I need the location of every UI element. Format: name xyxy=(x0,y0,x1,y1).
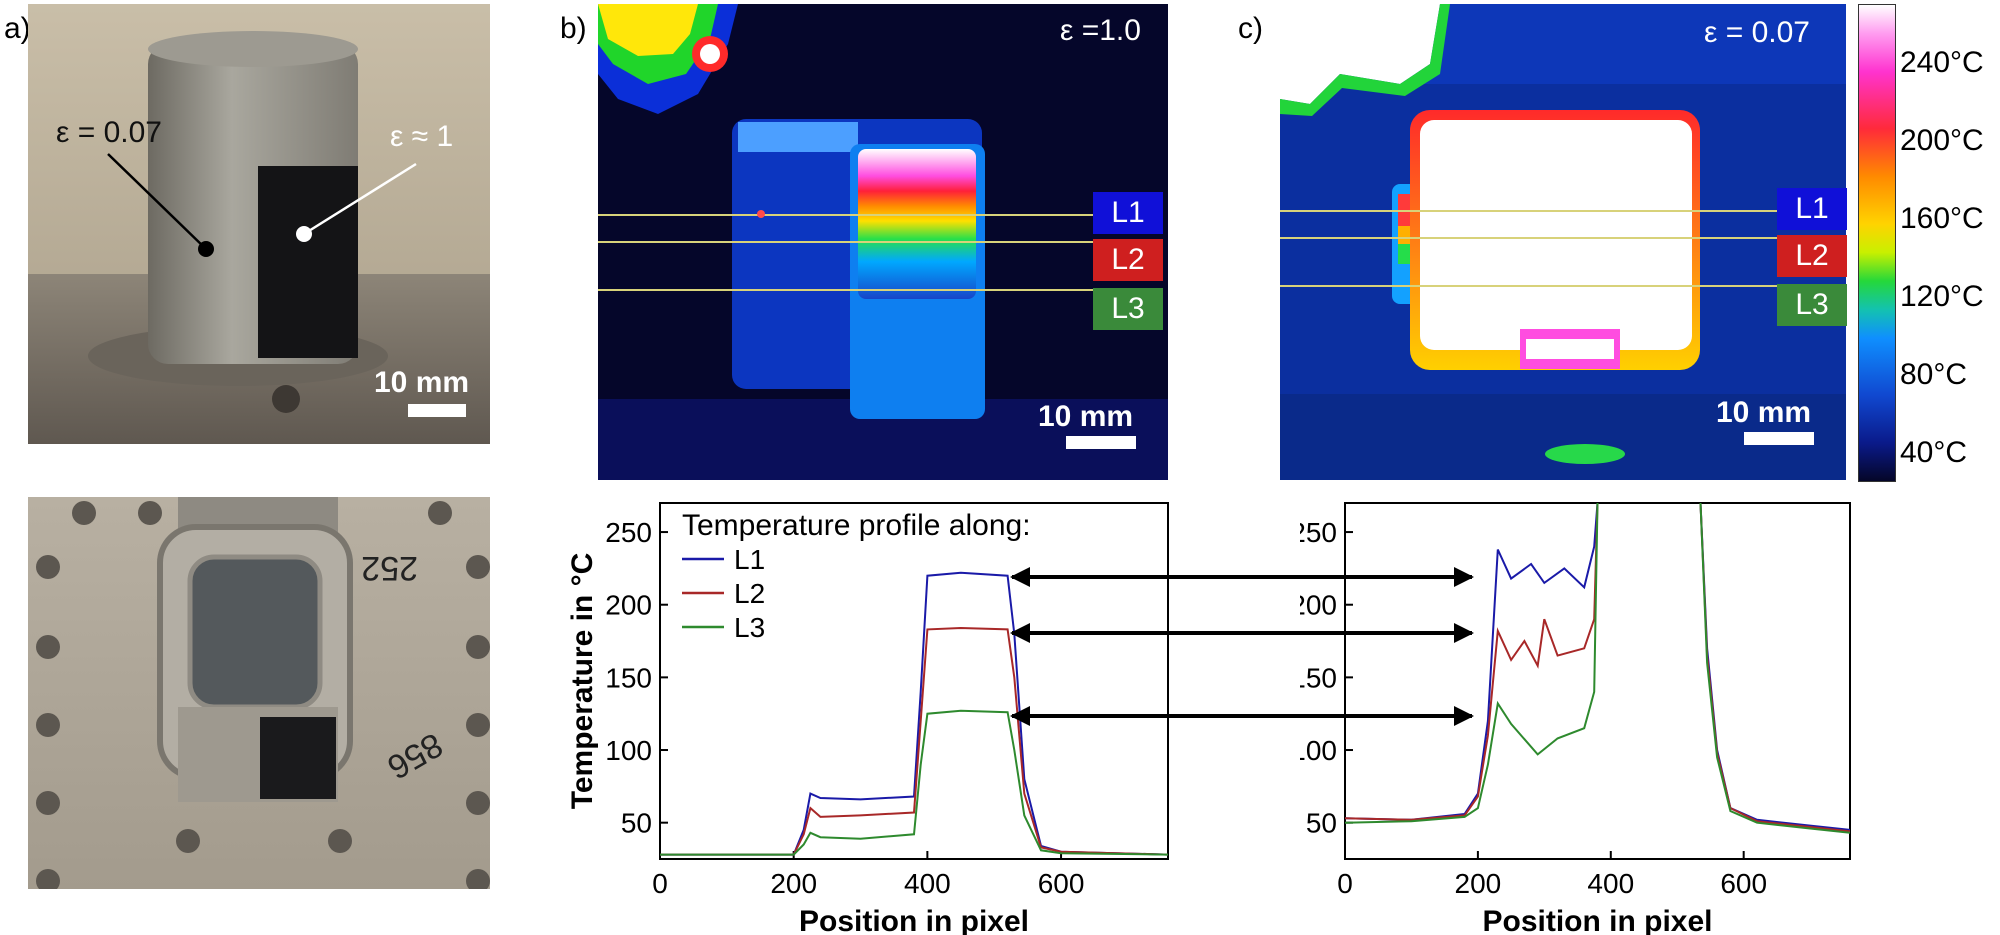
photo-scale-bar xyxy=(408,404,466,417)
pointer-high-dot xyxy=(296,226,312,242)
profile-line-l2-c xyxy=(1280,237,1777,239)
thermogram-c-image xyxy=(1280,4,1846,480)
profile-line-l1-b xyxy=(598,214,1093,216)
y-tick-label: 100 xyxy=(605,735,652,766)
photo-side-view: ε = 0.07 ε ≈ 1 10 mm xyxy=(28,4,490,444)
thermo-b-scale-bar xyxy=(1066,436,1136,449)
x-tick-label: 200 xyxy=(1455,868,1502,899)
badge-l1-b: L1 xyxy=(1093,192,1163,234)
colorbar-tick-160: 160°C xyxy=(1900,202,1984,235)
legend-label-l1: L1 xyxy=(734,544,765,575)
x-axis-label: Position in pixel xyxy=(799,905,1029,935)
profile-line-l3-b xyxy=(598,289,1093,291)
thermo-c-scale-bar xyxy=(1744,432,1814,445)
x-tick-label: 400 xyxy=(904,868,951,899)
thermo-b-emissivity: ε =1.0 xyxy=(1060,14,1141,47)
series-line-l2 xyxy=(1345,503,1599,821)
photo-scale-label: 10 mm xyxy=(374,366,470,399)
plot-frame xyxy=(659,502,1169,860)
colorbar-tick-120: 120°C xyxy=(1900,280,1984,313)
thermo-b-scale-label: 10 mm xyxy=(1038,400,1134,433)
photo-top-view: 252 856 xyxy=(28,497,490,889)
colorbar-tick-40: 40°C xyxy=(1900,436,1968,469)
colorbar-tick-80: 80°C xyxy=(1900,358,1968,391)
pointer-high-line xyxy=(303,162,417,236)
thermogram-emissivity-007: ε = 0.07 10 mm xyxy=(1280,4,1846,480)
annotation-pointers xyxy=(107,153,417,257)
colorbar-tick-240: 240°C xyxy=(1900,46,1984,79)
y-axis-label: Temperature in °C xyxy=(566,553,599,810)
profile-line-l2-b xyxy=(598,241,1093,243)
y-tick-label: 100 xyxy=(1300,735,1337,766)
profile-line-l1-c xyxy=(1280,210,1777,212)
y-tick-label: 200 xyxy=(1300,590,1337,621)
colorbar-tick-200: 200°C xyxy=(1900,124,1984,157)
series-line-l3 xyxy=(1345,503,1599,824)
x-tick-label: 0 xyxy=(1337,868,1353,899)
emissivity-high-label: ε ≈ 1 xyxy=(390,120,454,153)
pointer-low-line xyxy=(107,153,207,250)
series-line-l1 xyxy=(660,571,1168,856)
y-tick-label: 50 xyxy=(1306,808,1337,839)
x-tick-label: 600 xyxy=(1038,868,1085,899)
y-tick-label: 200 xyxy=(605,590,652,621)
x-tick-label: 400 xyxy=(1587,868,1634,899)
thermo-c-scale-label: 10 mm xyxy=(1716,396,1812,429)
panel-label-a: a) xyxy=(4,12,31,45)
badge-l3-c: L3 xyxy=(1777,284,1847,326)
colorbar xyxy=(1858,4,1896,482)
badge-l2-b: L2 xyxy=(1093,239,1163,281)
panel-label-c: c) xyxy=(1238,12,1263,45)
hot-pixel-marker xyxy=(757,210,765,218)
series-line-l3 xyxy=(660,709,1168,856)
badge-l2-c: L2 xyxy=(1777,235,1847,277)
profile-line-l3-c xyxy=(1280,285,1777,287)
y-tick-label: 250 xyxy=(605,517,652,548)
pointer-low-dot xyxy=(198,241,214,257)
x-tick-label: 200 xyxy=(770,868,817,899)
svg-text:252: 252 xyxy=(361,549,418,587)
panel-label-b: b) xyxy=(560,12,587,45)
photo-top-image: 252 856 xyxy=(28,497,490,889)
temperature-profile-chart-c: 0 200 400 600 50 100 150 200 250 Position in pixe… xyxy=(1300,502,1851,935)
x-tick-label: 0 xyxy=(652,868,668,899)
y-tick-label: 50 xyxy=(621,808,652,839)
x-tick-label: 600 xyxy=(1720,868,1767,899)
series-line-l2 xyxy=(660,626,1168,856)
series-line-l3-right xyxy=(1699,503,1850,834)
y-tick-label: 150 xyxy=(1300,662,1337,693)
emissivity-low-label: ε = 0.07 xyxy=(56,116,162,149)
thermo-c-emissivity: ε = 0.07 xyxy=(1704,16,1810,49)
badge-l3-b: L3 xyxy=(1093,288,1163,330)
legend-label-l3: L3 xyxy=(734,612,765,643)
x-axis-label: Position in pixel xyxy=(1482,905,1712,935)
badge-l1-c: L1 xyxy=(1777,188,1847,230)
y-tick-label: 150 xyxy=(605,662,652,693)
y-tick-label: 250 xyxy=(1300,517,1337,548)
photo-side-image xyxy=(28,4,490,444)
legend-label-l2: L2 xyxy=(734,578,765,609)
legend-title: Temperature profile along: xyxy=(682,509,1031,542)
temperature-profile-chart-b: 0 200 400 600 50 100 150 200 250 Position in pixe… xyxy=(566,502,1169,935)
